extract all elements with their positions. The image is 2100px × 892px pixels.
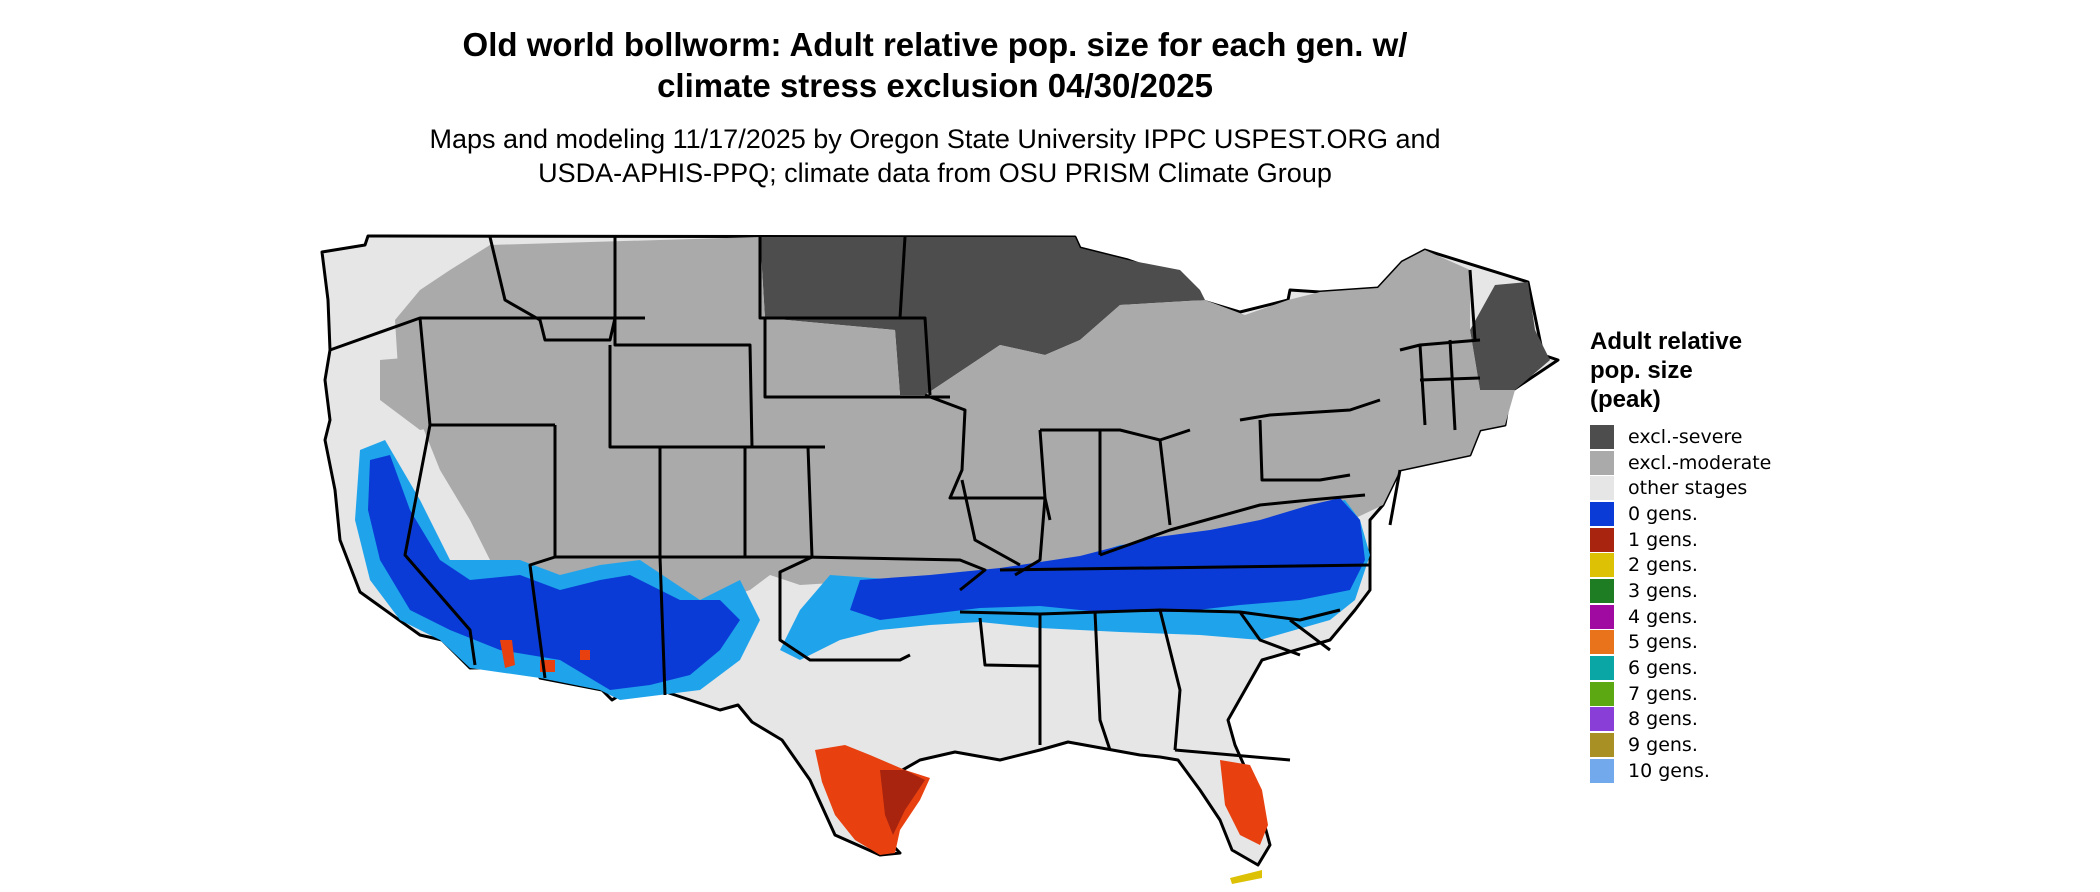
- legend-item: 1 gens.: [1590, 527, 1771, 553]
- legend-swatch: [1590, 630, 1614, 655]
- map-title-line-1: Old world bollworm: Adult relative pop. …: [462, 26, 1408, 63]
- legend-title-line-3: (peak): [1590, 386, 1661, 413]
- legend-title: Adult relative pop. size (peak): [1590, 327, 1771, 414]
- legend-item: 2 gens.: [1590, 552, 1771, 578]
- legend-swatch: [1590, 604, 1614, 629]
- legend-item: other stages: [1590, 475, 1771, 501]
- legend-label: 7 gens.: [1628, 682, 1698, 705]
- legend-label: 6 gens.: [1628, 657, 1698, 680]
- legend-label: 3 gens.: [1628, 579, 1698, 602]
- zone-1-gen-arizona-spot-1: [500, 640, 515, 668]
- legend-item: 9 gens.: [1590, 732, 1771, 758]
- legend-label: other stages: [1628, 477, 1748, 500]
- legend-item: 6 gens.: [1590, 655, 1771, 681]
- legend-swatch: [1590, 707, 1614, 732]
- legend-label: 1 gens.: [1628, 528, 1698, 551]
- legend-swatch: [1590, 656, 1614, 681]
- zone-excl-severe-maine: [1470, 282, 1550, 390]
- legend-items: excl.-severe excl.-moderate other stages 0 …: [1590, 424, 1771, 784]
- legend-item: 10 gens.: [1590, 758, 1771, 784]
- legend-label: excl.-severe: [1628, 425, 1743, 448]
- legend-swatch: [1590, 681, 1614, 706]
- legend-item: 5 gens.: [1590, 630, 1771, 656]
- legend-label: 0 gens.: [1628, 502, 1698, 525]
- zone-1-gen-florida: [1220, 760, 1268, 845]
- legend-label: 9 gens.: [1628, 734, 1698, 757]
- map-subtitle-line-1: Maps and modeling 11/17/2025 by Oregon S…: [429, 124, 1441, 154]
- legend-title-line-2: pop. size: [1590, 357, 1693, 384]
- zone-1-gen-texas-dark: [880, 770, 925, 835]
- legend-swatch: [1590, 733, 1614, 758]
- legend-swatch: [1590, 501, 1614, 526]
- us-map: [320, 234, 1560, 884]
- map-title: Old world bollworm: Adult relative pop. …: [0, 24, 1870, 106]
- legend-label: 2 gens.: [1628, 554, 1698, 577]
- zone-excl-severe-north: [760, 237, 1205, 395]
- legend-swatch: [1590, 553, 1614, 578]
- legend-swatch: [1590, 424, 1614, 449]
- zone-1-gen-arizona-spot-3: [580, 650, 590, 660]
- map-subtitle-line-2: USDA-APHIS-PPQ; climate data from OSU PR…: [538, 158, 1332, 188]
- legend-item: excl.-moderate: [1590, 450, 1771, 476]
- legend-label: 5 gens.: [1628, 631, 1698, 654]
- legend-item: 3 gens.: [1590, 578, 1771, 604]
- legend-item: 4 gens.: [1590, 604, 1771, 630]
- legend-item: 0 gens.: [1590, 501, 1771, 527]
- legend-swatch: [1590, 450, 1614, 475]
- zone-2-gens-keys: [1230, 870, 1262, 884]
- legend-swatch: [1590, 758, 1614, 783]
- legend-swatch: [1590, 578, 1614, 603]
- zone-0-gens-west-dark: [368, 455, 740, 690]
- legend-label: excl.-moderate: [1628, 451, 1772, 474]
- zone-0-gens-dark: [850, 498, 1365, 620]
- legend-swatch: [1590, 476, 1614, 501]
- legend-label: 10 gens.: [1628, 759, 1710, 782]
- legend-item: 8 gens.: [1590, 707, 1771, 733]
- legend-swatch: [1590, 527, 1614, 552]
- legend-label: 8 gens.: [1628, 708, 1698, 731]
- legend-title-line-1: Adult relative: [1590, 328, 1743, 355]
- legend-item: 7 gens.: [1590, 681, 1771, 707]
- map-subtitle: Maps and modeling 11/17/2025 by Oregon S…: [0, 122, 1870, 190]
- legend-item: excl.-severe: [1590, 424, 1771, 450]
- map-title-line-2: climate stress exclusion 04/30/2025: [657, 67, 1213, 104]
- legend: Adult relative pop. size (peak) excl.-se…: [1590, 327, 1771, 784]
- state-boundaries: [329, 236, 1481, 762]
- legend-label: 4 gens.: [1628, 605, 1698, 628]
- zone-excl-moderate-oregon: [380, 355, 470, 430]
